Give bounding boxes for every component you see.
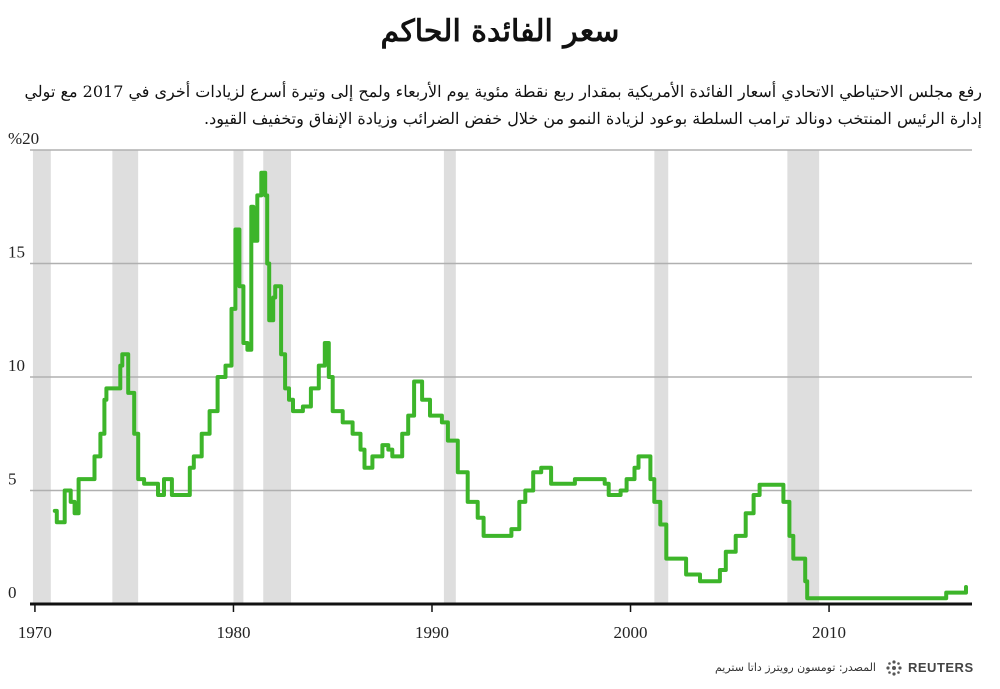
x-tick-label-2000: 2000: [614, 623, 648, 642]
x-tick-label-1990: 1990: [415, 623, 449, 642]
x-tick-label-2010: 2010: [812, 623, 846, 642]
rate-series-line: [52, 170, 968, 601]
y-tick-label-10: 10: [8, 356, 25, 375]
reuters-logo-icon: [886, 660, 902, 676]
footer: المصدر: تومسون رويترز داتا ستريم REUTERS: [715, 655, 984, 681]
reuters-logo-text: REUTERS: [908, 660, 974, 675]
y-tick-label-15: 15: [8, 243, 25, 262]
y-tick-label-20: %20: [8, 129, 39, 148]
y-tick-label-5: 5: [8, 470, 17, 489]
x-tick-label-1970: 1970: [18, 623, 52, 642]
y-tick-labels: 0 5 10 15 %20: [8, 129, 39, 602]
reuters-logo: REUTERS: [884, 657, 984, 679]
chart-subtitle: رفع مجلس الاحتياطي الاتحادي أسعار الفائد…: [24, 82, 982, 128]
x-tick-labels: 1970 1980 1990 2000 2010: [18, 604, 846, 642]
chart-title: سعر الفائدة الحاكم: [380, 14, 620, 49]
x-tick-label-1980: 1980: [216, 623, 250, 642]
source-note: المصدر: تومسون رويترز داتا ستريم: [714, 661, 876, 674]
grid-lines: [30, 149, 972, 492]
y-tick-label-0: 0: [8, 583, 17, 602]
